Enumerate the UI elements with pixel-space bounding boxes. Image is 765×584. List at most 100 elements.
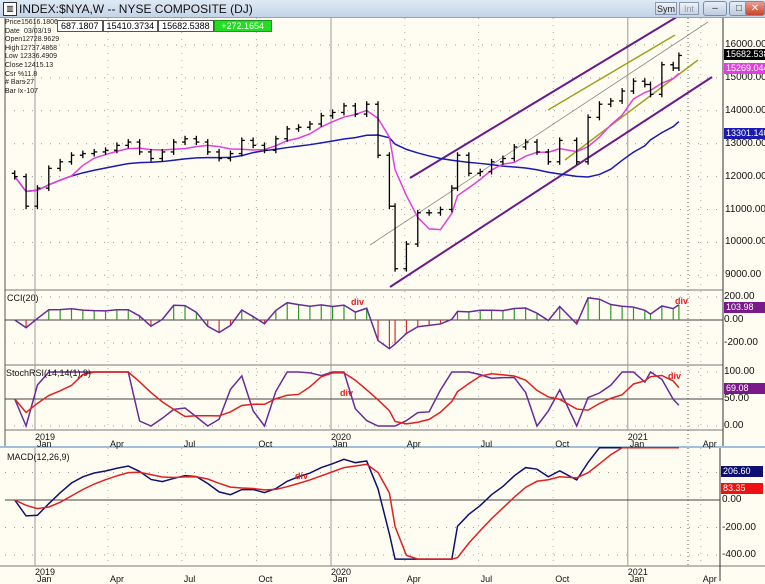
x-axis-month-label: Jan [37, 574, 52, 584]
macd-axis-label: -200.00 [722, 521, 756, 533]
channel-lower-line [389, 76, 713, 288]
x-axis-month-label: Jul [480, 439, 493, 449]
stochrsi-axis-label: 0.00 [724, 420, 744, 431]
minimize-button[interactable]: – [703, 1, 727, 16]
info-value: 12737.4868 [20, 44, 57, 52]
cci-axis-label: 200.00 [724, 291, 755, 302]
info-row: Open 12728.9629 [5, 36, 60, 45]
macd-value-label: 206.60 [721, 465, 763, 477]
close-button[interactable]: ✕ [745, 1, 765, 16]
info-row: # Bars -27 [5, 79, 57, 88]
info-value: 15616.1806 [20, 19, 58, 26]
x-axis-month-label: Apr [702, 574, 717, 584]
cursor-info-box: Price 15616.1806 Date 03/03/19 Open 12728.962… [5, 19, 60, 96]
x-axis-month-label: Oct [555, 574, 570, 584]
x-axis-year-label: 2019 [35, 567, 56, 577]
info-label: High [5, 44, 20, 52]
info-row: Date 03/03/19 [5, 28, 57, 37]
x-axis-month-label: Jul [480, 574, 493, 584]
info-label: Low [5, 53, 18, 61]
x-axis-month-label: Jan [629, 574, 645, 584]
cci-axis-label: -200.00 [724, 337, 758, 348]
info-row: Low 12336.4909 [5, 53, 57, 62]
info-label: # Bars [5, 79, 26, 87]
price-axis-label: 12000.00 [725, 170, 765, 182]
info-label: Bar Ix [5, 87, 24, 95]
macd-signal-line [14, 447, 679, 560]
info-label: Price [5, 19, 21, 26]
x-axis-month-label: Jul [183, 439, 196, 449]
info-row: Csr % 11.8 [5, 71, 57, 80]
interval-button[interactable]: Int [679, 2, 699, 15]
x-axis-month-label: Jan [629, 439, 645, 449]
info-value: 03/03/19 [24, 27, 52, 35]
cci-value-label: 103.98 [724, 302, 765, 314]
macd-signal-value-label: 83.35 [721, 482, 763, 494]
stochrsi-axis-label: 50.00 [724, 393, 750, 404]
ma-long-value-label: 13301.140 [724, 127, 765, 139]
stochrsi-axis-label: 100.00 [724, 366, 755, 377]
cursor-values-bar: 687.1807 15410.3734 15682.5388 +272.1654 [57, 20, 272, 32]
stochrsi-div-annotation: div [668, 371, 682, 381]
cci-title: CCI(20) [7, 293, 39, 303]
x-axis-month-label: Apr [406, 574, 421, 584]
info-value: 12728.9629 [22, 36, 60, 44]
x-axis-month-label: Jul [183, 574, 196, 584]
info-value: -107 [24, 87, 39, 95]
info-value: 11.8 [24, 70, 38, 78]
info-label: Close [5, 61, 23, 69]
x-axis-month-label: Apr [406, 439, 421, 449]
info-value: -27 [24, 79, 35, 87]
macd-line [14, 447, 679, 560]
info-label: Csr % [5, 70, 25, 78]
x-axis-month-label: Jan [333, 574, 348, 584]
chart-background [0, 18, 765, 581]
x-axis-year-label: 2019 [35, 432, 56, 442]
value-open: 687.1807 [57, 20, 103, 32]
x-axis-month-label: Jan [333, 439, 348, 449]
info-value: 12336.4909 [20, 53, 57, 61]
x-axis-month-label: Oct [258, 439, 273, 449]
x-axis-month-label: Apr [702, 439, 717, 449]
x-axis-month-label: Oct [258, 574, 273, 584]
macd-title: MACD(12,26,9) [7, 452, 70, 462]
stochrsi-div-annotation: div [340, 388, 354, 398]
symbol-button[interactable]: Sym [655, 2, 677, 15]
info-row: High 12737.4868 [5, 45, 57, 54]
macd-axis-label: 0.00 [722, 494, 742, 505]
window-title: INDEX:$NYA,W -- NYSE COMPOSITE (DJ) [19, 2, 253, 16]
ma-short-value-label: 15269.044 [724, 63, 765, 75]
price-axis-label: 14000.00 [725, 104, 765, 116]
info-row: Price 15616.1806 [5, 19, 58, 28]
info-label: Date [5, 27, 20, 35]
value-close: 15682.5388 [158, 20, 214, 32]
info-row: Close 12415.13 [5, 62, 57, 71]
cci-div-annotation: div [351, 297, 365, 307]
channel-upper-line [409, 18, 677, 179]
info-value: 12415.13 [24, 61, 54, 69]
value-change: +272.1654 [213, 20, 272, 32]
stochrsi-title: StochRSI(14,14(1),9) [6, 368, 92, 378]
price-axis-label: 13000.00 [725, 137, 765, 149]
price-axis-label: 11000.00 [725, 203, 765, 215]
x-axis-month-label: Oct [555, 439, 570, 449]
price-axis-label: 15000.00 [725, 71, 765, 83]
inner-channel-upper-line [547, 34, 676, 111]
cci-axis-label: 0.00 [724, 314, 744, 325]
panel-splitter [0, 446, 765, 448]
moving-average-long-line [14, 121, 680, 193]
macd-axis-label: -400.00 [722, 549, 756, 560]
chart-app-icon: ▥ [3, 2, 17, 16]
price-axis-label: 16000.00 [725, 39, 765, 50]
cci-line [14, 297, 680, 350]
chart-canvas[interactable] [0, 18, 765, 581]
value-low: 15410.3734 [102, 20, 159, 32]
window-title-bar: ▥ INDEX:$NYA,W -- NYSE COMPOSITE (DJ) Sy… [0, 0, 765, 18]
price-axis-label: 10000.00 [725, 236, 765, 248]
last-price-label: 15682.538 [724, 49, 765, 61]
x-axis-year-label: 2020 [331, 432, 352, 442]
cci-div-annotation: div [675, 296, 689, 306]
x-axis-year-label: 2021 [627, 432, 648, 442]
stochrsi-value-label: 69.08 [724, 382, 765, 394]
x-axis-month-label: Apr [109, 574, 124, 584]
